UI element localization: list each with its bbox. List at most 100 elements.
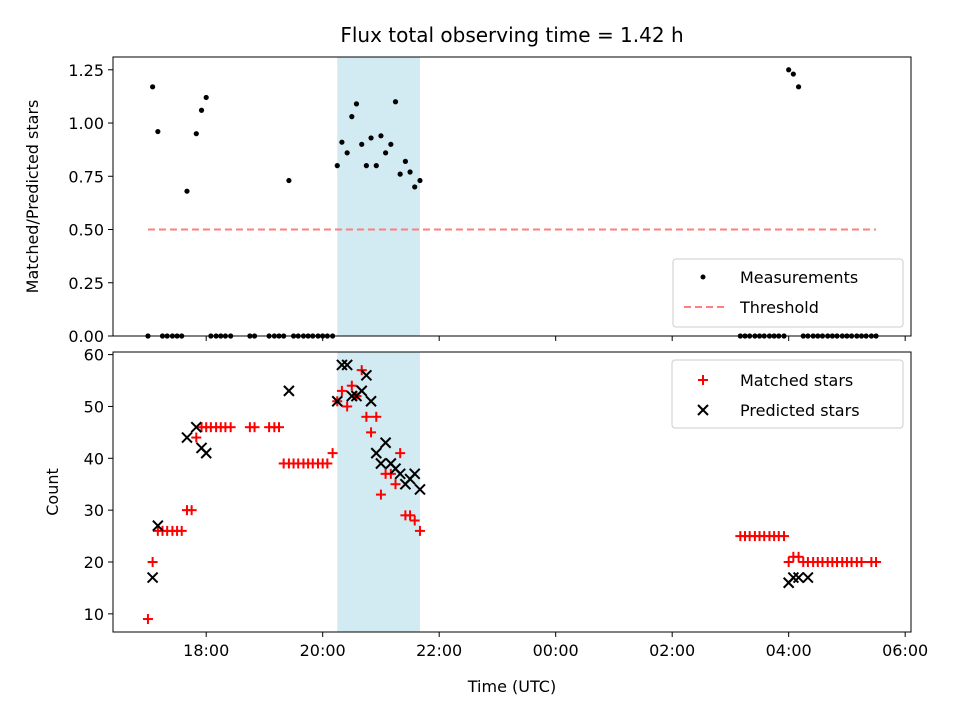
measurement-point: [155, 128, 161, 135]
top-legend-box: [672, 258, 904, 328]
matched-star-point: [225, 422, 236, 433]
predicted-star-point: [414, 483, 426, 496]
predicted-star-point: [331, 395, 343, 407]
matched-star-point: [147, 557, 158, 567]
matched-star-point: [322, 458, 333, 469]
measurement-point: [193, 131, 199, 137]
measurement-point: [184, 188, 190, 194]
matched-star-point: [274, 422, 285, 433]
predicted-stars-points: [146, 359, 814, 589]
measurement-point: [402, 158, 409, 164]
predicted-star-point: [356, 385, 368, 397]
matched-star-point: [346, 380, 357, 391]
matched-star-point: [186, 505, 197, 516]
bottom-x-ticks: 18:00 20:00 22:00 00:00 02:00 04:00 06:00: [183, 632, 928, 660]
matched-star-point: [871, 557, 882, 567]
matched-star-point: [409, 515, 420, 526]
legend-plus-glyph: [698, 375, 708, 385]
predicted-star-point: [200, 447, 212, 459]
legend-matched-label: Matched stars: [740, 371, 853, 390]
matched-star-point: [371, 411, 382, 422]
matched-star-point: [856, 557, 867, 567]
measurement-point: [373, 163, 379, 169]
bottom-panel: 10 20 30 40 50 60 18:00 20:00 22:00 00:00 02:00 04…: [43, 346, 928, 696]
x-tick-label: 20:00: [300, 641, 346, 660]
predicted-star-point: [181, 431, 193, 444]
predicted-star-point: [336, 359, 348, 371]
bottom-legend: Matched stars Predicted stars: [671, 359, 904, 429]
legend-measurements-marker: [700, 274, 706, 280]
measurement-point: [349, 114, 355, 120]
x-tick-label: 04:00: [766, 641, 812, 660]
measurement-point: [392, 99, 399, 105]
predicted-star-point: [787, 571, 800, 584]
predicted-star-point: [365, 395, 377, 407]
matched-star-point: [176, 525, 187, 536]
measurement-point: [378, 133, 384, 139]
measurement-point: [363, 163, 369, 169]
predicted-star-point: [360, 369, 373, 382]
measurement-point: [417, 177, 423, 184]
measurement-point: [790, 71, 796, 77]
measurement-point: [150, 84, 156, 90]
matched-star-point: [142, 614, 153, 625]
legend-cross-glyph: [697, 404, 709, 416]
measurement-point: [388, 141, 394, 147]
top-y-axis-label: Matched/Predicted stars: [23, 100, 42, 294]
legend-predicted-label: Predicted stars: [740, 401, 860, 420]
top-shaded-span: [337, 57, 420, 336]
matched-star-point: [191, 432, 202, 443]
predicted-star-point: [146, 571, 159, 584]
matched-star-point: [375, 489, 386, 500]
y-tick-label: 0.75: [68, 167, 104, 186]
predicted-star-point: [346, 390, 358, 402]
y-tick-label: 0.00: [68, 327, 104, 346]
chart-title: Flux total observing time = 1.42 h: [340, 23, 683, 47]
legend-predicted-marker: [697, 404, 709, 416]
legend-threshold-label: Threshold: [739, 298, 819, 317]
bottom-legend-box: [671, 359, 904, 429]
measurement-point: [198, 107, 205, 113]
measurement-point: [286, 177, 292, 184]
matched-star-point: [793, 551, 804, 562]
matched-star-point: [361, 411, 372, 422]
top-legend: Measurements Threshold: [672, 258, 904, 328]
predicted-star-point: [409, 468, 421, 480]
matched-star-point: [336, 385, 347, 396]
measurement-point: [786, 67, 792, 73]
measurement-point: [203, 94, 209, 101]
top-y-ticks: 0.00 0.25 0.50 0.75 1.00 1.25: [68, 61, 113, 346]
predicted-star-point: [283, 385, 295, 397]
bottom-y-ticks: 10 20 30 40 50 60: [84, 346, 113, 624]
bottom-shaded-span: [337, 352, 420, 632]
matched-star-point: [390, 479, 401, 490]
predicted-star-point: [379, 437, 392, 449]
x-tick-label: 22:00: [416, 641, 462, 660]
measurement-point: [397, 171, 403, 177]
legend-measurements-label: Measurements: [740, 268, 858, 287]
x-tick-label: 02:00: [649, 641, 695, 660]
legend-matched-marker: [698, 375, 708, 385]
y-tick-label: 0.25: [68, 274, 104, 293]
matched-star-point: [327, 448, 338, 459]
y-tick-label: 30: [84, 501, 104, 520]
predicted-star-point: [802, 571, 814, 584]
y-tick-label: 10: [84, 605, 104, 624]
measurement-point: [383, 150, 389, 156]
top-x-ticks: [205, 336, 906, 341]
x-tick-label: 18:00: [183, 641, 229, 660]
matched-star-point: [342, 401, 353, 412]
y-tick-label: 20: [84, 553, 104, 572]
y-tick-label: 60: [84, 346, 104, 365]
x-tick-label: 00:00: [533, 641, 579, 660]
bottom-y-axis-label: Count: [43, 468, 62, 516]
x-tick-label: 06:00: [882, 641, 928, 660]
predicted-star-point: [190, 421, 203, 433]
matched-star-point: [395, 448, 406, 459]
matched-star-point: [779, 531, 790, 542]
measurement-point: [339, 139, 345, 145]
y-tick-label: 40: [84, 449, 104, 468]
matched-star-point: [249, 422, 260, 433]
predicted-star-point: [394, 468, 406, 480]
measurement-point: [344, 150, 350, 156]
